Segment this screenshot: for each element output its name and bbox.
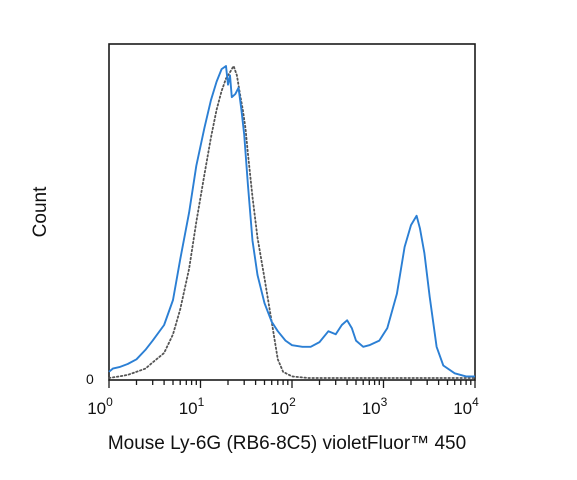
x-tick-label-0: 100 [87, 395, 113, 418]
x-axis-tick-labels: 100 101 102 103 104 [87, 395, 479, 418]
series-solid-line [108, 65, 475, 378]
x-tick-label-4: 104 [453, 395, 479, 418]
y-axis-label: Count [30, 186, 51, 237]
x-axis-label: Mouse Ly-6G (RB6-8C5) violetFluor™ 450 [108, 433, 466, 454]
series-dotted-line [108, 65, 476, 379]
x-tick-label-2: 102 [270, 395, 296, 418]
x-tick-label-1: 101 [179, 395, 205, 418]
plot-frame [108, 43, 476, 381]
x-axis-ticks [108, 380, 476, 388]
x-tick-label-3: 103 [362, 395, 388, 418]
plot-lines [108, 65, 476, 379]
y-tick-label-0: 0 [86, 371, 94, 387]
